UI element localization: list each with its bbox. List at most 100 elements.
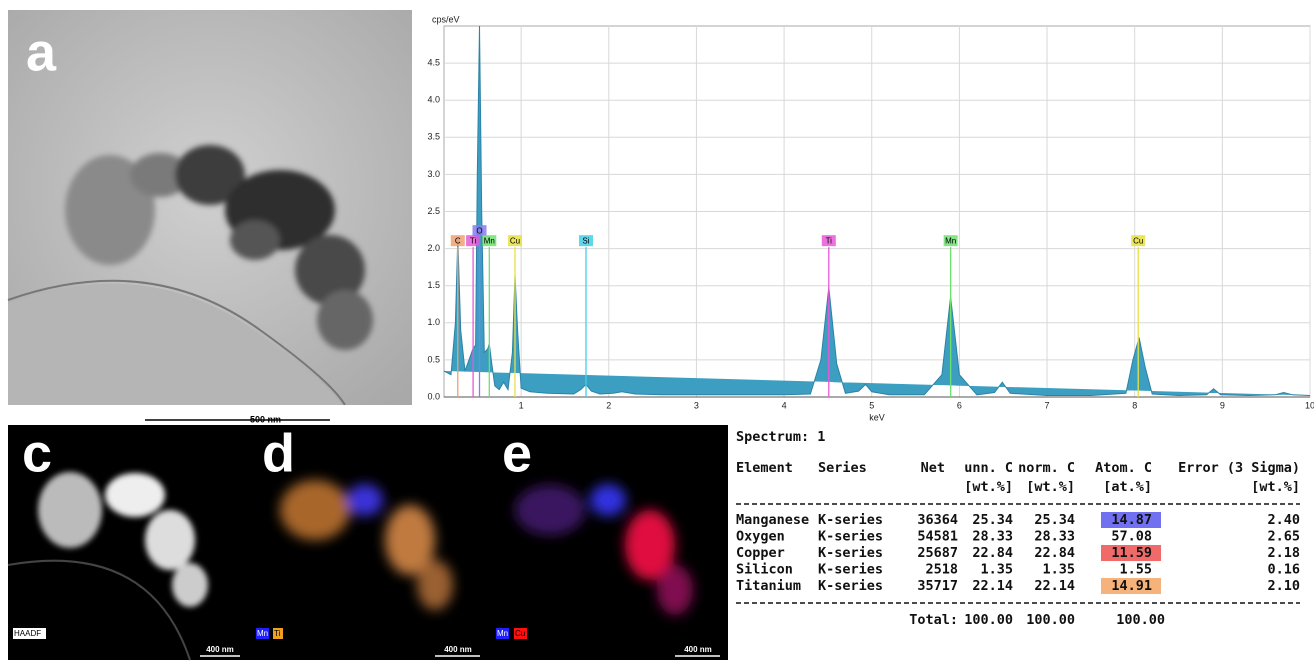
total-value: 100.00 <box>1026 612 1075 628</box>
column-header: norm. C <box>1018 460 1075 476</box>
spectrum <box>443 25 1311 397</box>
table-cell: 2518 <box>925 562 958 578</box>
marker-label: Mn <box>484 236 495 245</box>
table-cell: Silicon <box>736 562 793 578</box>
table <box>736 503 1300 604</box>
marker-label: Cu <box>510 236 520 245</box>
haadf-image <box>7 425 248 661</box>
table-cell: 22.14 <box>972 578 1013 594</box>
table-cell: 14.87 <box>1111 512 1152 528</box>
table-cell: 36364 <box>917 512 958 528</box>
column-unit: [at.%] <box>1103 479 1152 495</box>
y-axis-label: cps/eV <box>432 14 460 24</box>
table-cell: K-series <box>818 512 883 528</box>
table-cell: 14.91 <box>1111 578 1152 594</box>
scale-bar-label: 400 nm <box>206 645 234 654</box>
table-cell: 1.35 <box>1042 562 1075 578</box>
table-cell: Oxygen <box>736 529 785 545</box>
mn-ti-map <box>248 425 488 660</box>
marker-box <box>578 235 593 247</box>
table-cell: Titanium <box>736 578 801 594</box>
table-cell: 1.35 <box>980 562 1013 578</box>
map-label: HAADF <box>14 629 41 638</box>
table-cell: 28.33 <box>972 529 1013 545</box>
column-unit: [wt.%] <box>964 479 1013 495</box>
y-tick-label: 4.0 <box>427 95 440 105</box>
y-tick-label: 1.0 <box>427 317 440 327</box>
x-tick-label: 4 <box>782 400 787 410</box>
marker-box <box>1131 235 1146 247</box>
scale-bar-label: 500 nm <box>250 414 281 424</box>
table-cell: K-series <box>818 529 883 545</box>
y-tick-label: 2.0 <box>427 243 440 253</box>
marker-box <box>507 235 522 247</box>
table-cell: 25.34 <box>1034 512 1075 528</box>
table-caption: Spectrum: 1 <box>736 429 825 445</box>
table-cell: K-series <box>818 562 883 578</box>
map-label: Cu <box>515 629 525 638</box>
marker-box <box>482 235 497 247</box>
column-header: Series <box>818 460 867 476</box>
marker-box <box>466 235 481 247</box>
y-tick-label: 0.5 <box>427 354 440 364</box>
tem-image <box>7 10 412 425</box>
marker-label: C <box>455 236 461 245</box>
panel-label: d <box>262 423 295 483</box>
x-axis-label: keV <box>869 412 885 422</box>
table-cell: 11.59 <box>1111 545 1152 561</box>
column-header: unn. C <box>964 460 1013 476</box>
table-cell: 28.33 <box>1034 529 1075 545</box>
panel-label: e <box>502 423 532 483</box>
column-header: Element <box>736 460 793 476</box>
table-cell: 0.16 <box>1267 562 1300 578</box>
x-tick-label: 3 <box>694 400 699 410</box>
table-cell: 57.08 <box>1111 529 1152 545</box>
table-cell: 54581 <box>917 529 958 545</box>
total-value: 100.00 <box>964 612 1013 628</box>
table-cell: 2.10 <box>1267 578 1300 594</box>
table-cell: 22.84 <box>1034 545 1075 561</box>
y-tick-label: 0.0 <box>427 391 440 401</box>
marker-box <box>450 235 465 247</box>
total-value: 100.00 <box>1116 612 1165 628</box>
table-cell: K-series <box>818 578 883 594</box>
marker-label: Mn <box>945 236 956 245</box>
map-label: Ti <box>274 629 281 638</box>
table-cell: 25687 <box>917 545 958 561</box>
column-header: Net <box>921 460 945 476</box>
marker-box <box>472 225 487 237</box>
column-header: Atom. C <box>1095 460 1152 476</box>
marker-label: Si <box>582 236 589 245</box>
x-tick-label: 9 <box>1220 400 1225 410</box>
marker-label: O <box>476 226 482 235</box>
marker-box <box>821 235 836 247</box>
table-cell: K-series <box>818 545 883 561</box>
x-tick-label: 8 <box>1132 400 1137 410</box>
marker-label: Ti <box>470 236 477 245</box>
mn-cu-map <box>488 425 728 660</box>
x-tick-label: 1 <box>519 400 524 410</box>
scale-bar-label: 400 nm <box>684 645 712 654</box>
total-label: Total: <box>909 612 958 628</box>
x-tick-label: 6 <box>957 400 962 410</box>
panel-label: c <box>22 423 52 483</box>
x-tick-label: 5 <box>869 400 874 410</box>
y-tick-label: 4.5 <box>427 57 440 67</box>
y-tick-label: 3.0 <box>427 169 440 179</box>
table-cell: 2.65 <box>1267 529 1300 545</box>
column-unit: [wt.%] <box>1251 479 1300 495</box>
column-unit: [wt.%] <box>1026 479 1075 495</box>
map-label: Mn <box>257 629 268 638</box>
x-tick-label: 10 <box>1305 400 1314 410</box>
table-cell: 25.34 <box>972 512 1013 528</box>
table-cell: 22.14 <box>1034 578 1075 594</box>
table-cell: Copper <box>736 545 785 561</box>
map-label: Mn <box>497 629 508 638</box>
column-header: Error (3 Sigma) <box>1178 460 1300 476</box>
table-cell: 1.55 <box>1119 562 1152 578</box>
marker-label: Ti <box>826 236 833 245</box>
table-cell: 2.18 <box>1267 545 1300 561</box>
panel-label: a <box>26 22 57 82</box>
